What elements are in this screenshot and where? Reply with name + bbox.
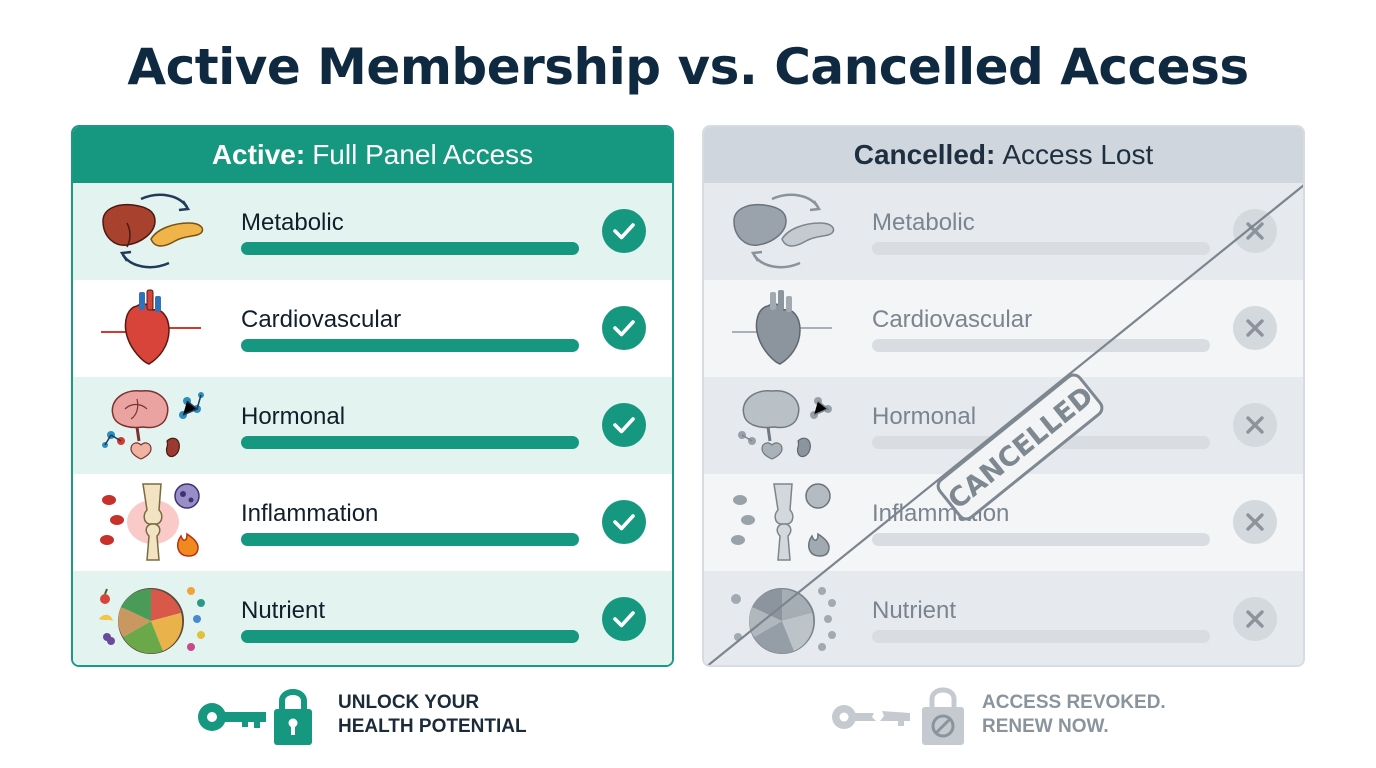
cancelled-header-rest: Access Lost [1002,139,1154,170]
row-bar [872,630,1210,643]
active-header-strong: Active: [211,139,306,170]
check-icon [602,500,646,544]
liver-pancreas-icon [102,193,204,269]
row-label: Hormonal [872,403,977,430]
unlock-footer-text: UNLOCK YOUR HEALTH POTENTIAL [338,691,527,739]
check-icon [602,403,646,447]
cancelled-row-metabolic: Metabolic [704,183,1303,280]
row-bar [241,339,579,352]
row-bar [872,339,1210,352]
cancelled-row-hormonal: Hormonal [704,377,1303,474]
x-icon [1233,306,1277,350]
active-row-cardiovascular: Cardiovascular [73,280,672,377]
check-icon [602,306,646,350]
key-lock-icon [198,689,312,745]
row-label: Metabolic [872,209,975,236]
footer-line: ACCESS REVOKED. [982,692,1166,713]
revoked-footer: ACCESS REVOKED. RENEW NOW. [828,683,1166,747]
row-label: Hormonal [241,403,346,430]
cancelled-row-cardiovascular: Cardiovascular [704,280,1303,377]
row-bar [241,533,579,546]
joint-inflammation-icon [731,483,831,561]
heart-icon [101,289,201,365]
row-bar [872,533,1210,546]
row-label: Cardiovascular [872,306,1033,333]
revoked-footer-text: ACCESS REVOKED. RENEW NOW. [982,691,1166,739]
footer-line: HEALTH POTENTIAL [338,716,527,737]
joint-inflammation-icon [100,483,200,561]
row-label: Cardiovascular [241,306,402,333]
footer-line: RENEW NOW. [982,716,1109,737]
row-label: Nutrient [872,597,957,624]
active-panel-header: Active: Full Panel Access [73,127,672,183]
row-label: Inflammation [872,500,1010,527]
active-row-hormonal: Hormonal [73,377,672,474]
broken-key-lock-icon [832,687,964,745]
row-bar [872,436,1210,449]
cancelled-panel-header: Cancelled: Access Lost [704,127,1303,183]
active-row-inflammation: Inflammation [73,474,672,571]
active-row-nutrient: Nutrient [73,571,672,665]
footer-line: UNLOCK YOUR [338,692,480,713]
x-icon [1233,500,1277,544]
page-title: Active Membership vs. Cancelled Access [127,38,1249,96]
row-bar [872,242,1210,255]
cancelled-row-inflammation: Inflammation [704,474,1303,571]
row-bar [241,630,579,643]
x-icon [1233,403,1277,447]
active-panel: Active: Full Panel Access Metabolic [71,125,674,667]
brain-glands-icon [102,390,204,460]
check-icon [602,597,646,641]
row-label: Nutrient [241,597,326,624]
active-row-metabolic: Metabolic [73,183,672,280]
food-plate-icon [731,587,836,654]
liver-pancreas-icon [733,193,835,269]
row-label: Metabolic [241,209,344,236]
row-bar [241,436,579,449]
x-icon [1233,209,1277,253]
x-icon [1233,597,1277,641]
unlock-footer: UNLOCK YOUR HEALTH POTENTIAL [196,683,527,747]
brain-glands-icon [738,390,832,460]
row-bar [241,242,579,255]
cancelled-header-strong: Cancelled: [853,139,996,170]
check-icon [602,209,646,253]
cancelled-panel: Cancelled: Access Lost Metabolic [702,125,1305,667]
cancelled-row-nutrient: Nutrient [704,571,1303,665]
heart-icon [732,290,832,365]
row-label: Inflammation [241,500,379,527]
food-plate-icon [99,587,205,654]
active-header-rest: Full Panel Access [312,139,534,170]
